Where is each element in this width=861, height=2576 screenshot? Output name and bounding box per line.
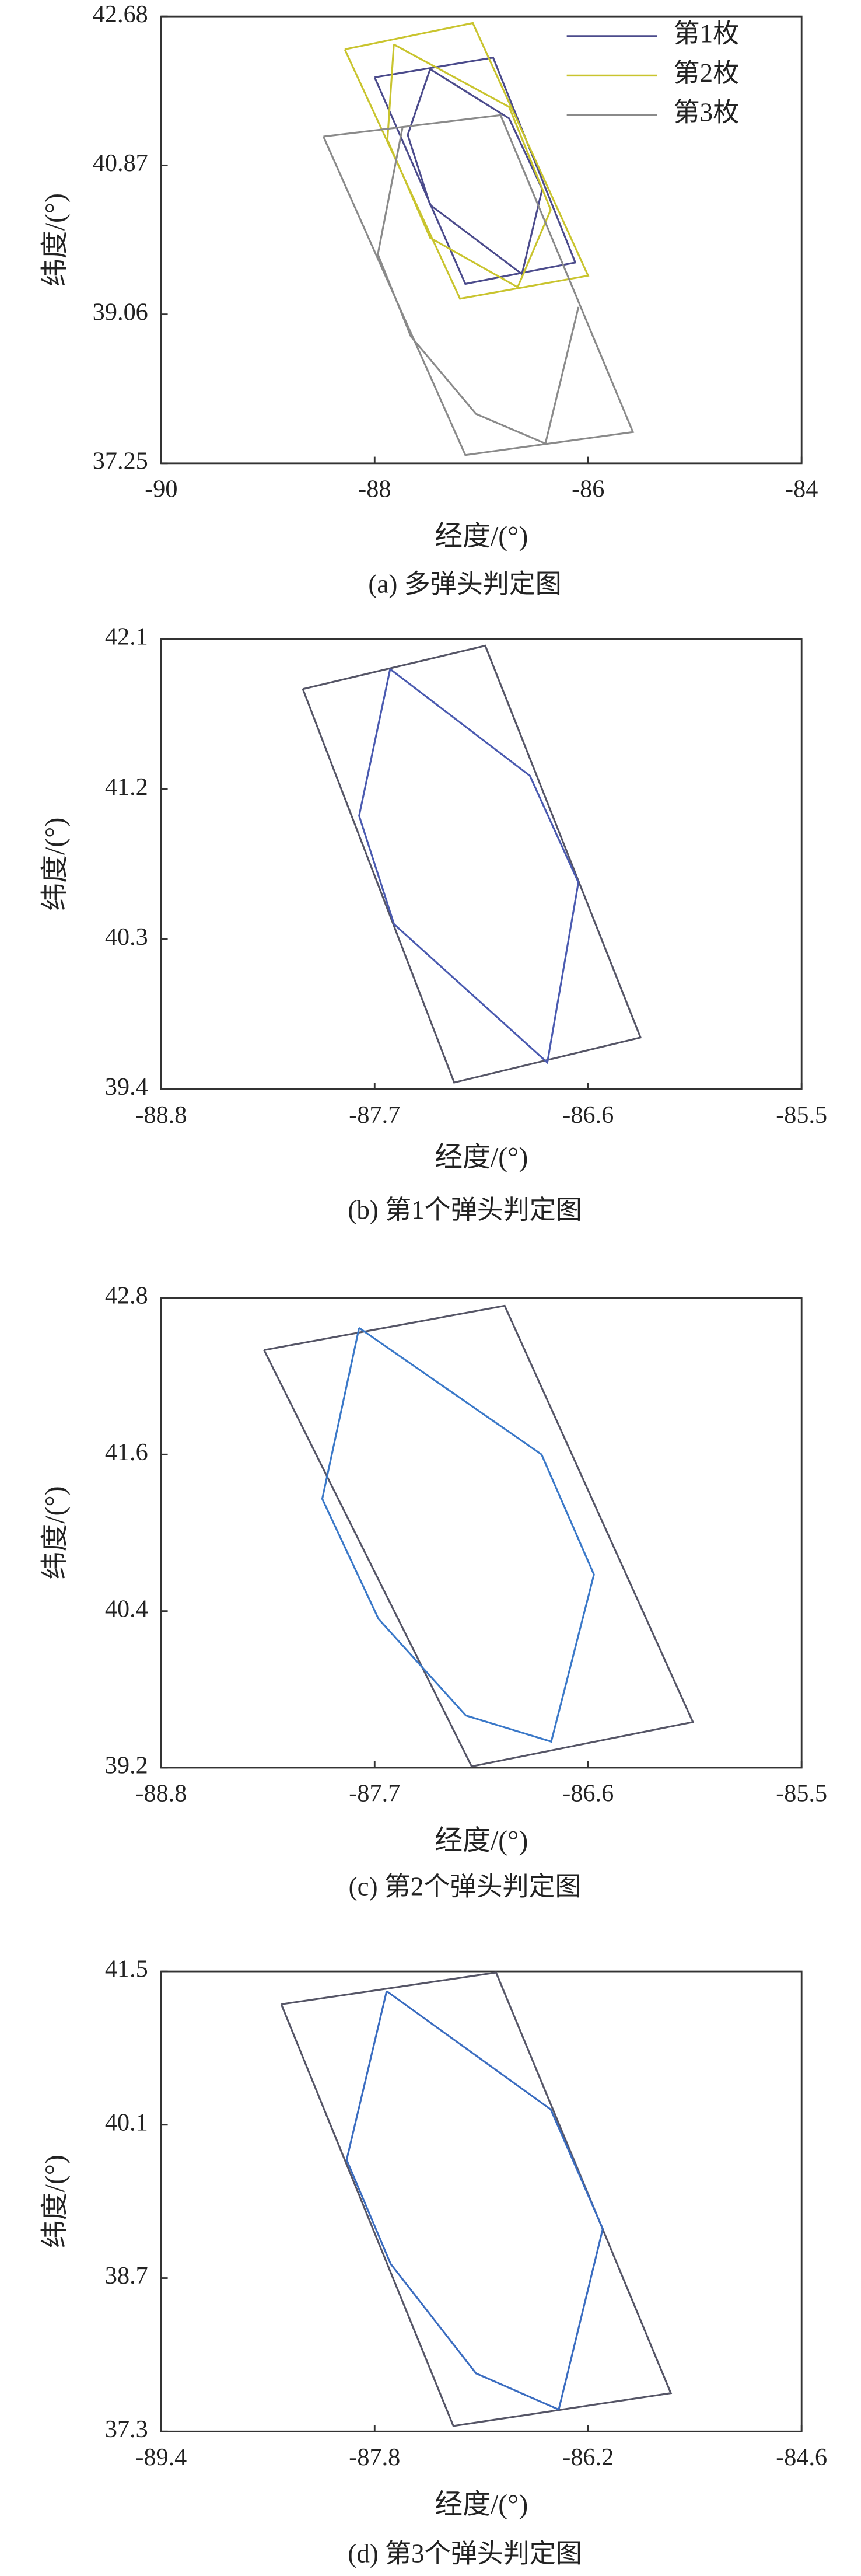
x-axis-label: 经度/(°) — [435, 1825, 528, 1856]
y-axis-label: 纬度/(°) — [40, 818, 71, 911]
y-tick-label: 41.6 — [105, 1439, 148, 1466]
x-tick-label: -89.4 — [135, 2444, 187, 2471]
x-tick-label: -87.8 — [349, 2444, 400, 2471]
x-tick-label: -86.6 — [562, 1101, 614, 1129]
y-axis-label: 纬度/(°) — [40, 1486, 71, 1579]
series-line — [323, 114, 635, 456]
y-tick-label: 42.8 — [105, 1282, 148, 1310]
x-tick-label: -87.7 — [349, 1101, 400, 1129]
y-tick-label: 39.06 — [93, 298, 148, 326]
y-axis-label: 纬度/(°) — [40, 193, 71, 287]
y-tick-label: 38.7 — [105, 2262, 148, 2289]
x-axis-label: 经度/(°) — [435, 1142, 528, 1172]
plot-frame — [160, 15, 803, 465]
y-axis-label: 纬度/(°) — [40, 2155, 71, 2248]
y-tick-label: 37.3 — [105, 2416, 148, 2443]
y-tick-label: 40.1 — [105, 2109, 148, 2136]
y-tick-label: 40.3 — [105, 923, 148, 951]
x-tick-label: -84.6 — [776, 2444, 827, 2471]
x-tick-label: -86.2 — [562, 2444, 614, 2471]
x-tick-label: -84 — [785, 475, 818, 502]
x-tick-label: -86.6 — [562, 1780, 614, 1807]
x-tick-label: -88.8 — [135, 1101, 187, 1129]
series-line — [321, 1327, 595, 1743]
series-line — [358, 668, 580, 1064]
series-line — [344, 22, 590, 300]
y-tick-label: 40.4 — [105, 1595, 148, 1622]
plot-frame — [160, 1970, 803, 2432]
x-tick-label: -87.7 — [349, 1780, 400, 1807]
plot-frame — [160, 1297, 803, 1769]
y-tick-label: 41.2 — [105, 773, 148, 801]
y-tick-label: 40.87 — [93, 149, 148, 177]
series-line — [280, 1971, 673, 2427]
x-tick-label: -88 — [358, 475, 391, 502]
y-tick-label: 42.1 — [105, 623, 148, 651]
y-tick-label: 41.5 — [105, 1956, 148, 1983]
series-line — [302, 644, 642, 1084]
legend-label: 第2枚 — [674, 58, 740, 88]
series-line — [345, 1990, 604, 2411]
caption: (d) 第3个弹头判定图 — [348, 2539, 582, 2568]
series-line — [373, 56, 577, 285]
y-tick-label: 39.2 — [105, 1752, 148, 1779]
caption: (b) 第1个弹头判定图 — [348, 1195, 582, 1224]
plot-frame — [160, 638, 803, 1090]
x-axis-label: 经度/(°) — [435, 521, 528, 551]
legend-label: 第3枚 — [674, 97, 740, 127]
x-tick-label: -88.8 — [135, 1780, 187, 1807]
y-tick-label: 37.25 — [93, 448, 148, 475]
legend-label: 第1枚 — [674, 19, 740, 48]
x-tick-label: -90 — [145, 475, 177, 502]
y-tick-label: 42.68 — [93, 1, 148, 28]
x-tick-label: -85.5 — [776, 1101, 827, 1129]
x-tick-label: -85.5 — [776, 1780, 827, 1807]
caption: (c) 第2个弹头判定图 — [349, 1872, 582, 1901]
series-line — [263, 1304, 695, 1768]
x-tick-label: -86 — [572, 475, 604, 502]
x-axis-label: 经度/(°) — [435, 2489, 528, 2520]
caption: (a) 多弹头判定图 — [368, 569, 561, 598]
y-tick-label: 39.4 — [105, 1073, 148, 1101]
